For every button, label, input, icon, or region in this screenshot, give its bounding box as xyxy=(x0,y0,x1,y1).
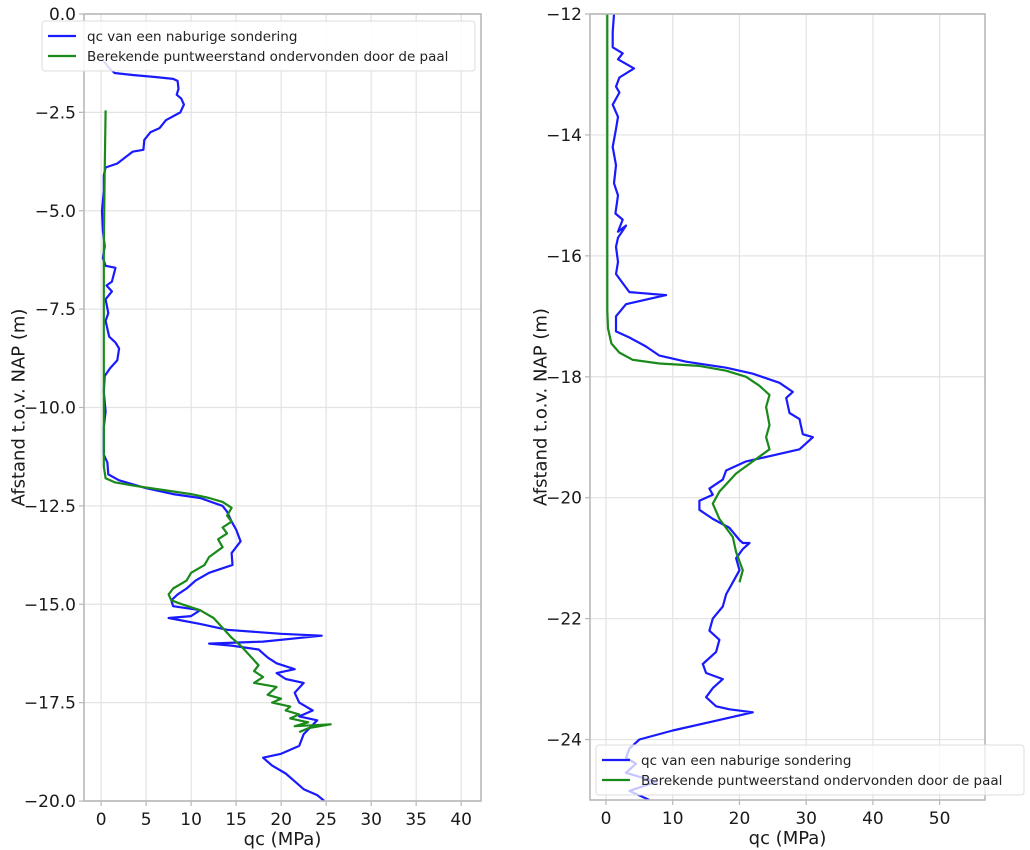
right-x-tick-label: 50 xyxy=(929,809,951,829)
right-y-tick-label: −20 xyxy=(546,489,582,509)
left-y-tick-label: −12.5 xyxy=(24,497,76,517)
left-x-tick-label: 25 xyxy=(315,810,337,830)
left-y-tick-label: −10.0 xyxy=(24,399,76,419)
right-y-tick-label: −14 xyxy=(546,126,582,146)
left-ticks: 0 5 10 15 20 25 30 35 40 0.0 −2.5 −5.0 −7.5 −10.0 −12.… xyxy=(24,5,472,830)
right-legend-box xyxy=(595,744,1025,796)
left-x-tick-label: 30 xyxy=(360,810,382,830)
left-legend-box xyxy=(41,20,476,72)
right-axes-frame xyxy=(589,13,986,801)
right-grid xyxy=(590,13,985,800)
right-y-tick-label: −16 xyxy=(546,247,582,267)
right-x-tick-label: 0 xyxy=(601,809,612,829)
left-x-tick-label: 40 xyxy=(450,810,472,830)
left-subplot: 0 5 10 15 20 25 30 35 40 0.0 −2.5 −5.0 −7.5 −10.0 −12.… xyxy=(8,5,482,850)
right-legend-label-berekend: Berekende puntweerstand ondervonden door… xyxy=(641,773,1002,789)
left-series-qc-line xyxy=(100,60,326,801)
right-x-tick-label: 20 xyxy=(729,809,751,829)
left-y-tick-label: −5.0 xyxy=(35,202,76,222)
right-x-tick-label: 30 xyxy=(795,809,817,829)
right-x-tick-label: 10 xyxy=(662,809,684,829)
right-subplot: 0 10 20 30 40 50 −12 −14 −16 −18 −20 −22 −24 qc (MPa… xyxy=(530,5,1025,849)
right-series-qc-line xyxy=(611,14,814,800)
left-x-tick-label: 10 xyxy=(180,810,202,830)
left-y-tick-label: −15.0 xyxy=(24,595,76,615)
left-x-tick-label: 35 xyxy=(405,810,427,830)
right-y-tick-label: −12 xyxy=(546,5,582,25)
left-legend-label-qc: qc van een naburige sondering xyxy=(87,29,297,45)
right-x-axis-label: qc (MPa) xyxy=(749,828,827,849)
right-legend: qc van een naburige sondering Berekende … xyxy=(595,744,1025,796)
left-x-axis-label: qc (MPa) xyxy=(244,829,322,850)
left-x-tick-label: 5 xyxy=(141,810,152,830)
left-y-tick-label: 0.0 xyxy=(49,5,76,25)
left-y-tick-label: −17.5 xyxy=(24,694,76,714)
right-ticks: 0 10 20 30 40 50 −12 −14 −16 −18 −20 −22 −24 xyxy=(546,5,950,829)
left-grid xyxy=(84,13,481,802)
left-series-berekend-line xyxy=(102,110,332,734)
left-y-axis-label: Afstand t.o.v. NAP (m) xyxy=(8,309,29,507)
right-x-tick-label: 40 xyxy=(862,809,884,829)
right-legend-label-qc: qc van een naburige sondering xyxy=(641,753,851,769)
left-y-tick-label: −2.5 xyxy=(35,103,76,123)
left-legend-label-berekend: Berekende puntweerstand ondervonden door… xyxy=(87,49,448,65)
left-x-tick-label: 20 xyxy=(270,810,292,830)
right-y-tick-label: −18 xyxy=(546,368,582,388)
left-legend: qc van een naburige sondering Berekende … xyxy=(41,20,476,72)
right-y-tick-label: −22 xyxy=(546,610,582,630)
right-series-berekend-line xyxy=(606,14,771,583)
left-y-tick-label: −7.5 xyxy=(35,300,76,320)
left-x-tick-label: 0 xyxy=(96,810,107,830)
right-series xyxy=(606,14,814,800)
left-series xyxy=(100,60,332,801)
left-y-tick-label: −20.0 xyxy=(24,792,76,812)
right-y-tick-label: −24 xyxy=(546,731,582,751)
left-x-tick-label: 15 xyxy=(225,810,247,830)
right-y-axis-label: Afstand t.o.v. NAP (m) xyxy=(530,308,551,506)
